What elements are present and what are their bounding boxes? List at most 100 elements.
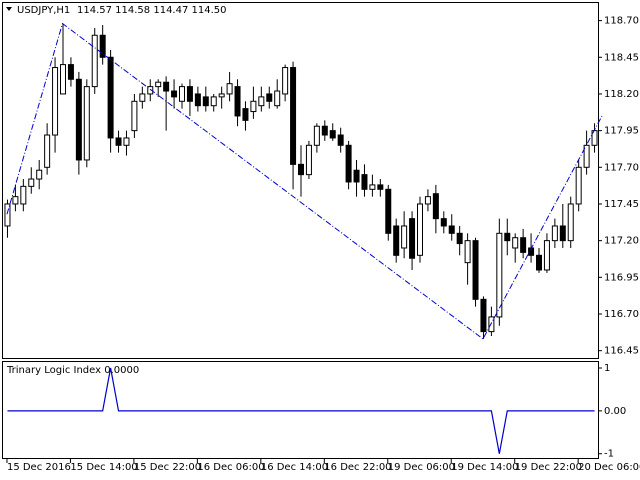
candle-body <box>36 169 43 180</box>
candle-body <box>305 144 312 176</box>
candle-body <box>202 96 209 107</box>
x-tick-label: 19 Dec 06:00 <box>388 462 455 473</box>
candle-body <box>44 134 51 168</box>
y-tick-label: -1 <box>604 449 614 460</box>
candle-body <box>464 240 471 264</box>
candle-body <box>377 184 384 190</box>
candle-body <box>186 86 193 102</box>
candle-body <box>472 240 479 300</box>
candle-body <box>353 169 360 183</box>
y-tick-label: 117.95 <box>604 126 639 137</box>
candle-body <box>313 125 320 146</box>
x-tick-label: 15 Dec 22:00 <box>134 462 201 473</box>
x-tick-label: 15 Dec 14:00 <box>70 462 137 473</box>
y-tick-label: 117.45 <box>604 199 639 210</box>
candle-body <box>448 225 455 234</box>
y-tick-label: 118.20 <box>604 89 639 100</box>
candle-body <box>123 137 130 146</box>
candle-body <box>536 254 542 271</box>
x-tick-label: 20 Dec 06:00 <box>578 462 640 473</box>
y-tick-label: 118.45 <box>604 52 639 63</box>
candle-body <box>385 188 392 234</box>
candle-body <box>67 64 74 80</box>
x-tick-label: 16 Dec 06:00 <box>197 462 264 473</box>
candle-body <box>52 67 59 136</box>
candle-body <box>60 64 66 95</box>
candle-body <box>401 225 408 249</box>
candle-body <box>4 203 11 227</box>
candle-body <box>210 96 217 107</box>
candle-body <box>504 232 511 242</box>
candle-body <box>361 174 368 190</box>
candle-body <box>20 185 27 205</box>
candle-body <box>559 225 566 242</box>
main-panel <box>2 2 599 359</box>
symbol: USDJPY,H1 <box>17 5 70 16</box>
candle-body <box>12 196 19 205</box>
y-tick-label: 116.45 <box>604 346 639 357</box>
zigzag <box>6 22 603 340</box>
candle-body <box>99 34 106 58</box>
candle-body <box>575 166 582 205</box>
candle-body <box>250 100 257 113</box>
indicator-line <box>7 367 595 454</box>
candle-body <box>440 218 447 227</box>
y-tick-label: 118.70 <box>604 16 639 27</box>
menu-arrow <box>6 7 12 11</box>
candle-body <box>131 100 138 132</box>
candle-body <box>28 178 35 187</box>
candle-body <box>432 193 439 220</box>
x-tick-label: 19 Dec 14:00 <box>451 462 518 473</box>
candle-body <box>155 81 162 88</box>
candle-body <box>337 134 344 146</box>
candle-body <box>345 144 352 183</box>
candle-body <box>91 34 98 88</box>
x-tick-label: 19 Dec 22:00 <box>515 462 582 473</box>
candle-body <box>329 130 336 139</box>
candle-body <box>551 225 558 242</box>
candle-body <box>179 86 185 102</box>
y-tick-label: 0.00 <box>604 406 626 417</box>
candle-body <box>274 90 281 107</box>
y-tick-label: 117.20 <box>604 236 639 247</box>
candle-body <box>234 86 241 117</box>
candle-body <box>417 203 423 256</box>
candle-body <box>218 93 225 98</box>
y-tick-label: 116.95 <box>604 272 639 283</box>
candle-body <box>163 81 170 92</box>
candle-body <box>393 225 400 256</box>
candle-body <box>520 237 527 253</box>
candle-body <box>480 298 487 333</box>
candle-body <box>488 316 495 333</box>
candle-body <box>115 137 122 146</box>
indicator-title: Trinary Logic Index 0.0000 <box>6 365 139 376</box>
candle-body <box>424 196 431 205</box>
candle-body <box>242 108 249 121</box>
candle-body <box>75 78 82 161</box>
candle-body <box>147 86 154 95</box>
candle-body <box>282 67 289 95</box>
candle-body <box>194 93 201 107</box>
indicator-panel <box>2 361 599 459</box>
x-tick-label: 15 Dec 2016 <box>7 462 71 473</box>
candle-body <box>512 237 519 249</box>
candle-body <box>567 203 574 242</box>
x-tick-label: 16 Dec 14:00 <box>261 462 328 473</box>
y-tick-label: 116.70 <box>604 309 639 320</box>
candle-body <box>171 90 178 98</box>
candle-body <box>543 240 550 271</box>
candle-body <box>496 232 503 318</box>
y-tick-label: 1 <box>604 363 610 374</box>
y-tick-label: 117.70 <box>604 162 639 173</box>
candle-body <box>321 125 328 136</box>
candle-body <box>409 218 416 259</box>
x-tick-label: 16 Dec 22:00 <box>324 462 391 473</box>
candle-body <box>226 83 233 95</box>
candle-body <box>456 232 463 245</box>
candle-body <box>83 86 90 161</box>
candle-body <box>369 184 376 190</box>
candle-body <box>139 93 146 102</box>
quote: 114.57 114.58 114.47 114.50 <box>77 5 227 16</box>
